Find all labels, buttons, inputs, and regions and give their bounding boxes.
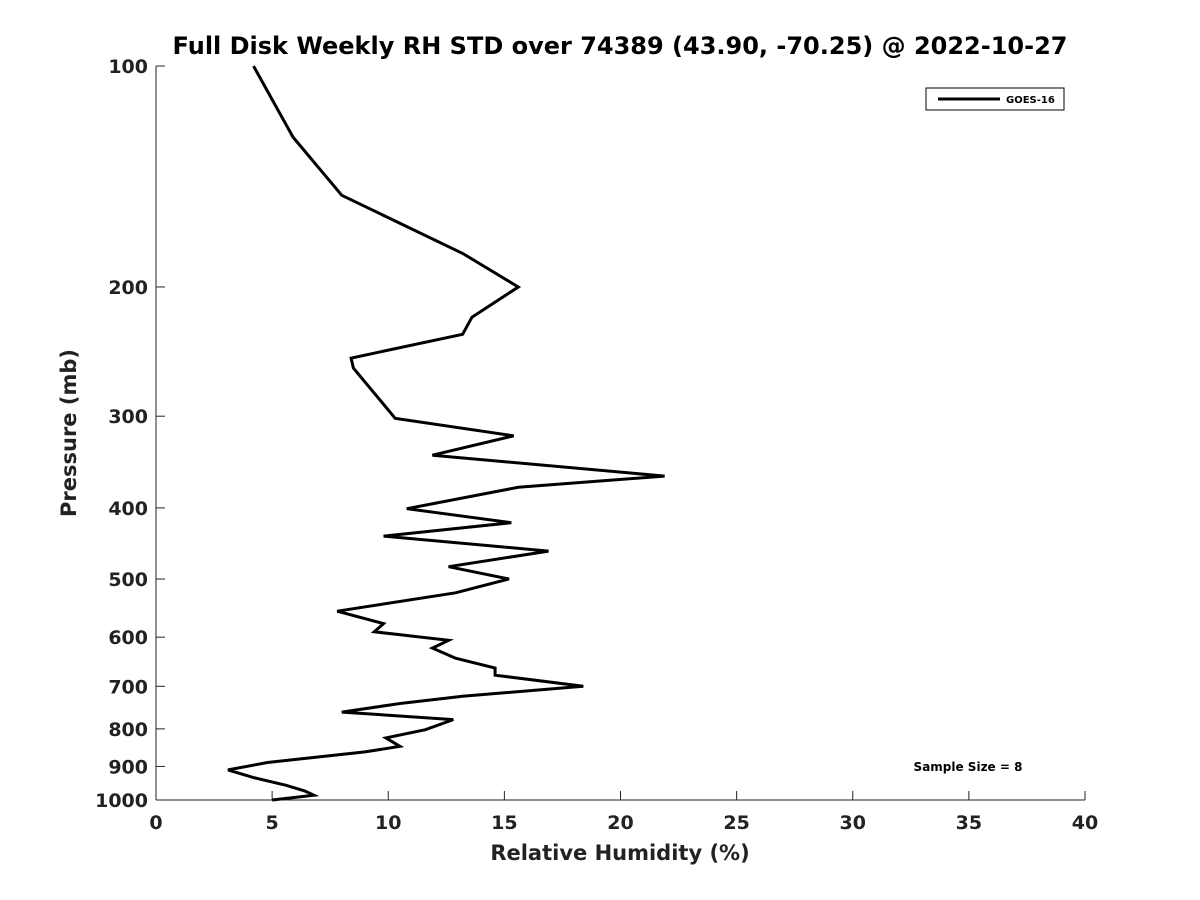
y-tick-label: 100 xyxy=(108,56,148,78)
y-tick-label: 700 xyxy=(108,676,148,698)
x-axis-label: Relative Humidity (%) xyxy=(490,841,749,865)
y-axis-label: Pressure (mb) xyxy=(57,349,81,517)
sample-size-annotation: Sample Size = 8 xyxy=(914,760,1023,774)
y-tick-label: 400 xyxy=(108,498,148,520)
y-tick-label: 200 xyxy=(108,277,148,299)
legend: GOES-16 xyxy=(925,87,1065,111)
x-axis-ticks: 0 5 10 15 20 25 30 35 40 xyxy=(149,791,1098,834)
x-tick-label: 5 xyxy=(266,812,279,834)
x-tick-label: 25 xyxy=(723,812,749,834)
x-tick-label: 10 xyxy=(375,812,401,834)
x-tick-label: 40 xyxy=(1072,812,1098,834)
x-tick-label: 20 xyxy=(607,812,633,834)
legend-label-goes-16: GOES-16 xyxy=(1006,95,1055,106)
x-tick-label: 35 xyxy=(956,812,982,834)
y-tick-label: 1000 xyxy=(95,790,148,812)
y-tick-label: 600 xyxy=(108,627,148,649)
y-tick-label: 900 xyxy=(108,756,148,778)
series-line-goes-16 xyxy=(227,65,665,802)
chart-title: Full Disk Weekly RH STD over 74389 (43.9… xyxy=(173,32,1068,60)
x-tick-label: 0 xyxy=(149,812,162,834)
y-tick-label: 800 xyxy=(108,719,148,741)
y-tick-label: 300 xyxy=(108,406,148,428)
x-tick-label: 15 xyxy=(491,812,517,834)
x-tick-label: 30 xyxy=(840,812,866,834)
y-tick-label: 500 xyxy=(108,569,148,591)
y-axis-ticks: 100 200 300 400 500 600 700 800 900 1000 xyxy=(95,56,165,812)
